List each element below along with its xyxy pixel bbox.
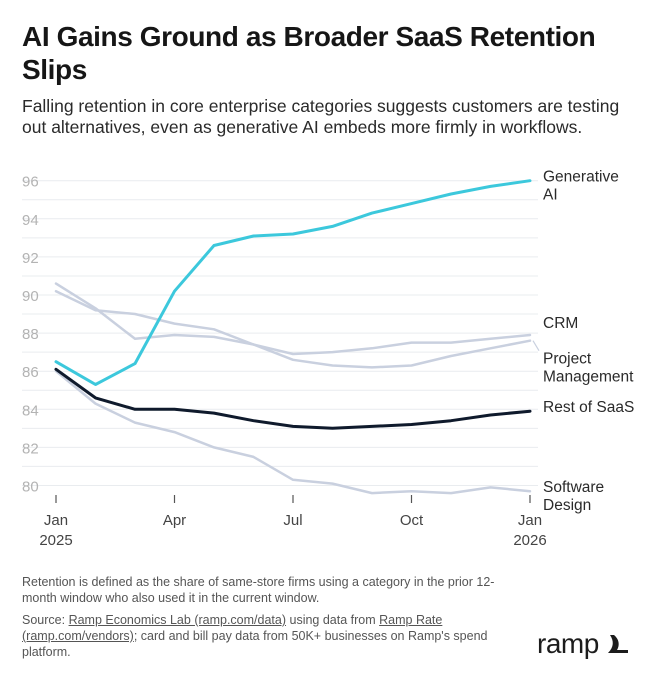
y-tick-label: 84 (22, 402, 39, 419)
y-tick-label: 96 (22, 174, 39, 191)
y-tick-label: 88 (22, 326, 39, 343)
ramp-logo-text: ramp (537, 628, 599, 659)
y-tick-label: 86 (22, 364, 39, 381)
source-suffix: ; card and bill pay data from 50K+ busin… (22, 629, 488, 659)
series-label-crm: CRM (543, 315, 578, 332)
series-label-rest-of-saas: Rest of SaaS (543, 399, 634, 416)
y-tick-label: 92 (22, 250, 39, 267)
ramp-wing-icon (607, 635, 628, 653)
series-line-generative-ai (54, 179, 532, 386)
series-line-project-management (54, 282, 532, 369)
grid-layer (22, 180, 538, 486)
series-line-rest-of-saas (54, 367, 532, 430)
x-tick-label: Jan 2026 (513, 512, 546, 549)
source-link-ramp-vendors[interactable]: (ramp.com/vendors) (22, 629, 134, 643)
y-tick-label: 90 (22, 288, 39, 305)
source-link-ramp-economics-lab[interactable]: Ramp Economics Lab (ramp.com/data) (68, 613, 287, 627)
source-prefix: Source: (22, 613, 69, 627)
source-mid: using data from (286, 613, 380, 627)
series-label-generative-ai: Generative AI (543, 169, 619, 204)
y-tick-label: 94 (22, 212, 39, 229)
x-tick-label: Apr (163, 512, 186, 529)
chart-subtitle: Falling retention in core enterprise cat… (22, 96, 620, 137)
label-leader-line (532, 340, 540, 352)
ramp-logo: ramp (537, 628, 631, 660)
chart-title: AI Gains Ground as Broader SaaS Retentio… (22, 21, 596, 85)
series-layer (54, 179, 532, 495)
x-tick-label: Jul (283, 512, 302, 529)
series-labels: Software Design Project Management CRM Rest o… (532, 169, 634, 514)
y-axis-ticks: 80 82 84 86 88 90 92 94 96 (22, 174, 39, 496)
series-line-crm (54, 289, 532, 356)
x-tick-label: Jan 2025 (39, 512, 72, 549)
x-axis-ticks: Jan 2025 Apr Jul Oct Jan 2026 (39, 495, 547, 549)
series-label-project-management: Project Management (543, 351, 634, 386)
source-link-ramp-rate[interactable]: Ramp Rate (379, 613, 443, 627)
y-tick-label: 80 (22, 478, 39, 495)
series-label-software-design: Software Design (543, 479, 604, 514)
source-note: Source: Ramp Economics Lab (ramp.com/dat… (22, 612, 522, 660)
definition-note: Retention is defined as the share of sam… (22, 575, 495, 605)
series-line-software-design (54, 369, 532, 495)
x-tick-label: Oct (400, 512, 424, 529)
y-tick-label: 82 (22, 440, 39, 457)
